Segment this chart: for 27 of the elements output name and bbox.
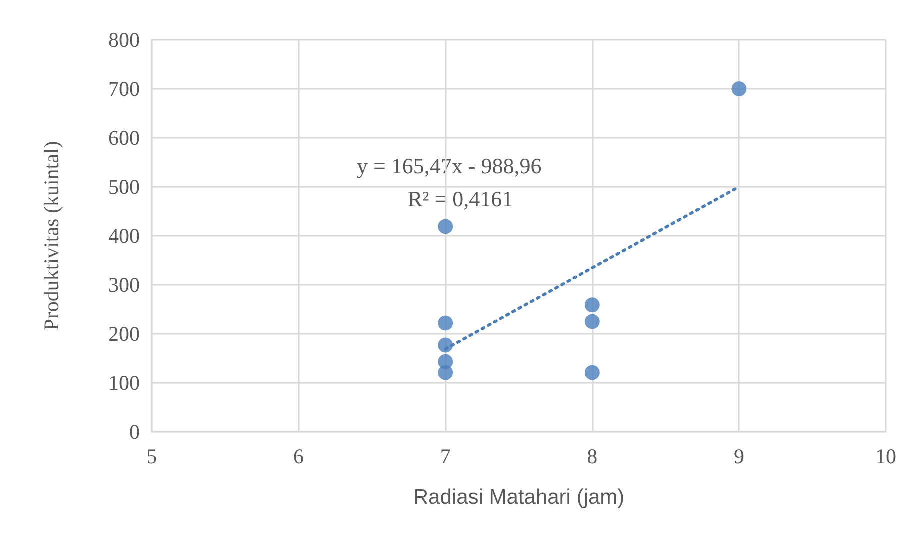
x-tick-label: 5 [146,444,158,468]
y-tick-label: 0 [130,420,140,444]
y-tick-label: 400 [108,224,140,248]
y-tick-label: 800 [108,28,140,52]
y-tick-label: 700 [108,77,140,101]
point [732,82,747,96]
annotation: y = 165,47x - 988,96 [357,154,542,178]
point [584,314,600,330]
x-axis-title: Radiasi Matahari (jam) [413,486,625,509]
x-tick-label: 10 [876,444,896,468]
point [438,219,454,234]
annotation: R² = 0,4161 [408,186,514,212]
point [438,338,454,353]
point [584,365,600,380]
y-tick-label: 300 [108,273,140,297]
y-tick-label: 600 [108,126,140,150]
x-tick-label: 7 [440,444,451,468]
y-tick-label: 100 [108,371,140,395]
x-tick-label: 9 [734,444,744,468]
y-tick-label: 200 [108,322,140,346]
x-tick-label: 8 [587,444,598,468]
y-tick-label: 500 [108,175,140,199]
y-axis-title: Produktivitas (kuintal) [40,141,64,331]
point [584,298,600,313]
point [438,316,454,331]
point [438,365,454,380]
x-tick-label: 6 [294,444,304,468]
